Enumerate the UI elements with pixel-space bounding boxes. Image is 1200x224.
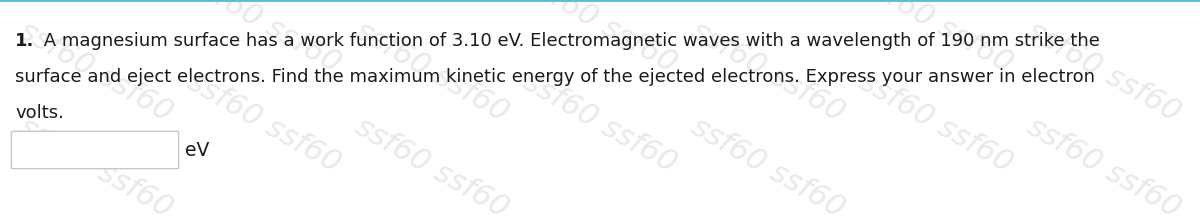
Text: ssf60 ssf60: ssf60 ssf60: [518, 0, 682, 78]
Text: ssf60 ssf60: ssf60 ssf60: [14, 16, 178, 127]
Text: ssf60 ssf60: ssf60 ssf60: [1022, 112, 1186, 224]
Text: eV: eV: [185, 140, 209, 159]
Text: volts.: volts.: [14, 104, 64, 122]
Text: ssf60 ssf60: ssf60 ssf60: [1022, 16, 1186, 127]
Text: ssf60 ssf60: ssf60 ssf60: [350, 16, 514, 127]
Text: ssf60 ssf60: ssf60 ssf60: [182, 68, 346, 179]
Text: ssf60 ssf60: ssf60 ssf60: [518, 68, 682, 179]
Text: ssf60 ssf60: ssf60 ssf60: [686, 16, 850, 127]
Text: ssf60 ssf60: ssf60 ssf60: [854, 0, 1018, 78]
Text: surface and eject electrons. Find the maximum kinetic energy of the ejected elec: surface and eject electrons. Find the ma…: [14, 68, 1096, 86]
Text: 1.: 1.: [14, 32, 35, 50]
Text: ssf60 ssf60: ssf60 ssf60: [350, 112, 514, 224]
Text: ssf60 ssf60: ssf60 ssf60: [182, 0, 346, 78]
Text: A magnesium surface has a work function of 3.10 eV. Electromagnetic waves with a: A magnesium surface has a work function …: [38, 32, 1100, 50]
Text: ssf60 ssf60: ssf60 ssf60: [854, 68, 1018, 179]
Text: ssf60 ssf60: ssf60 ssf60: [14, 112, 178, 224]
Text: ssf60 ssf60: ssf60 ssf60: [686, 112, 850, 224]
